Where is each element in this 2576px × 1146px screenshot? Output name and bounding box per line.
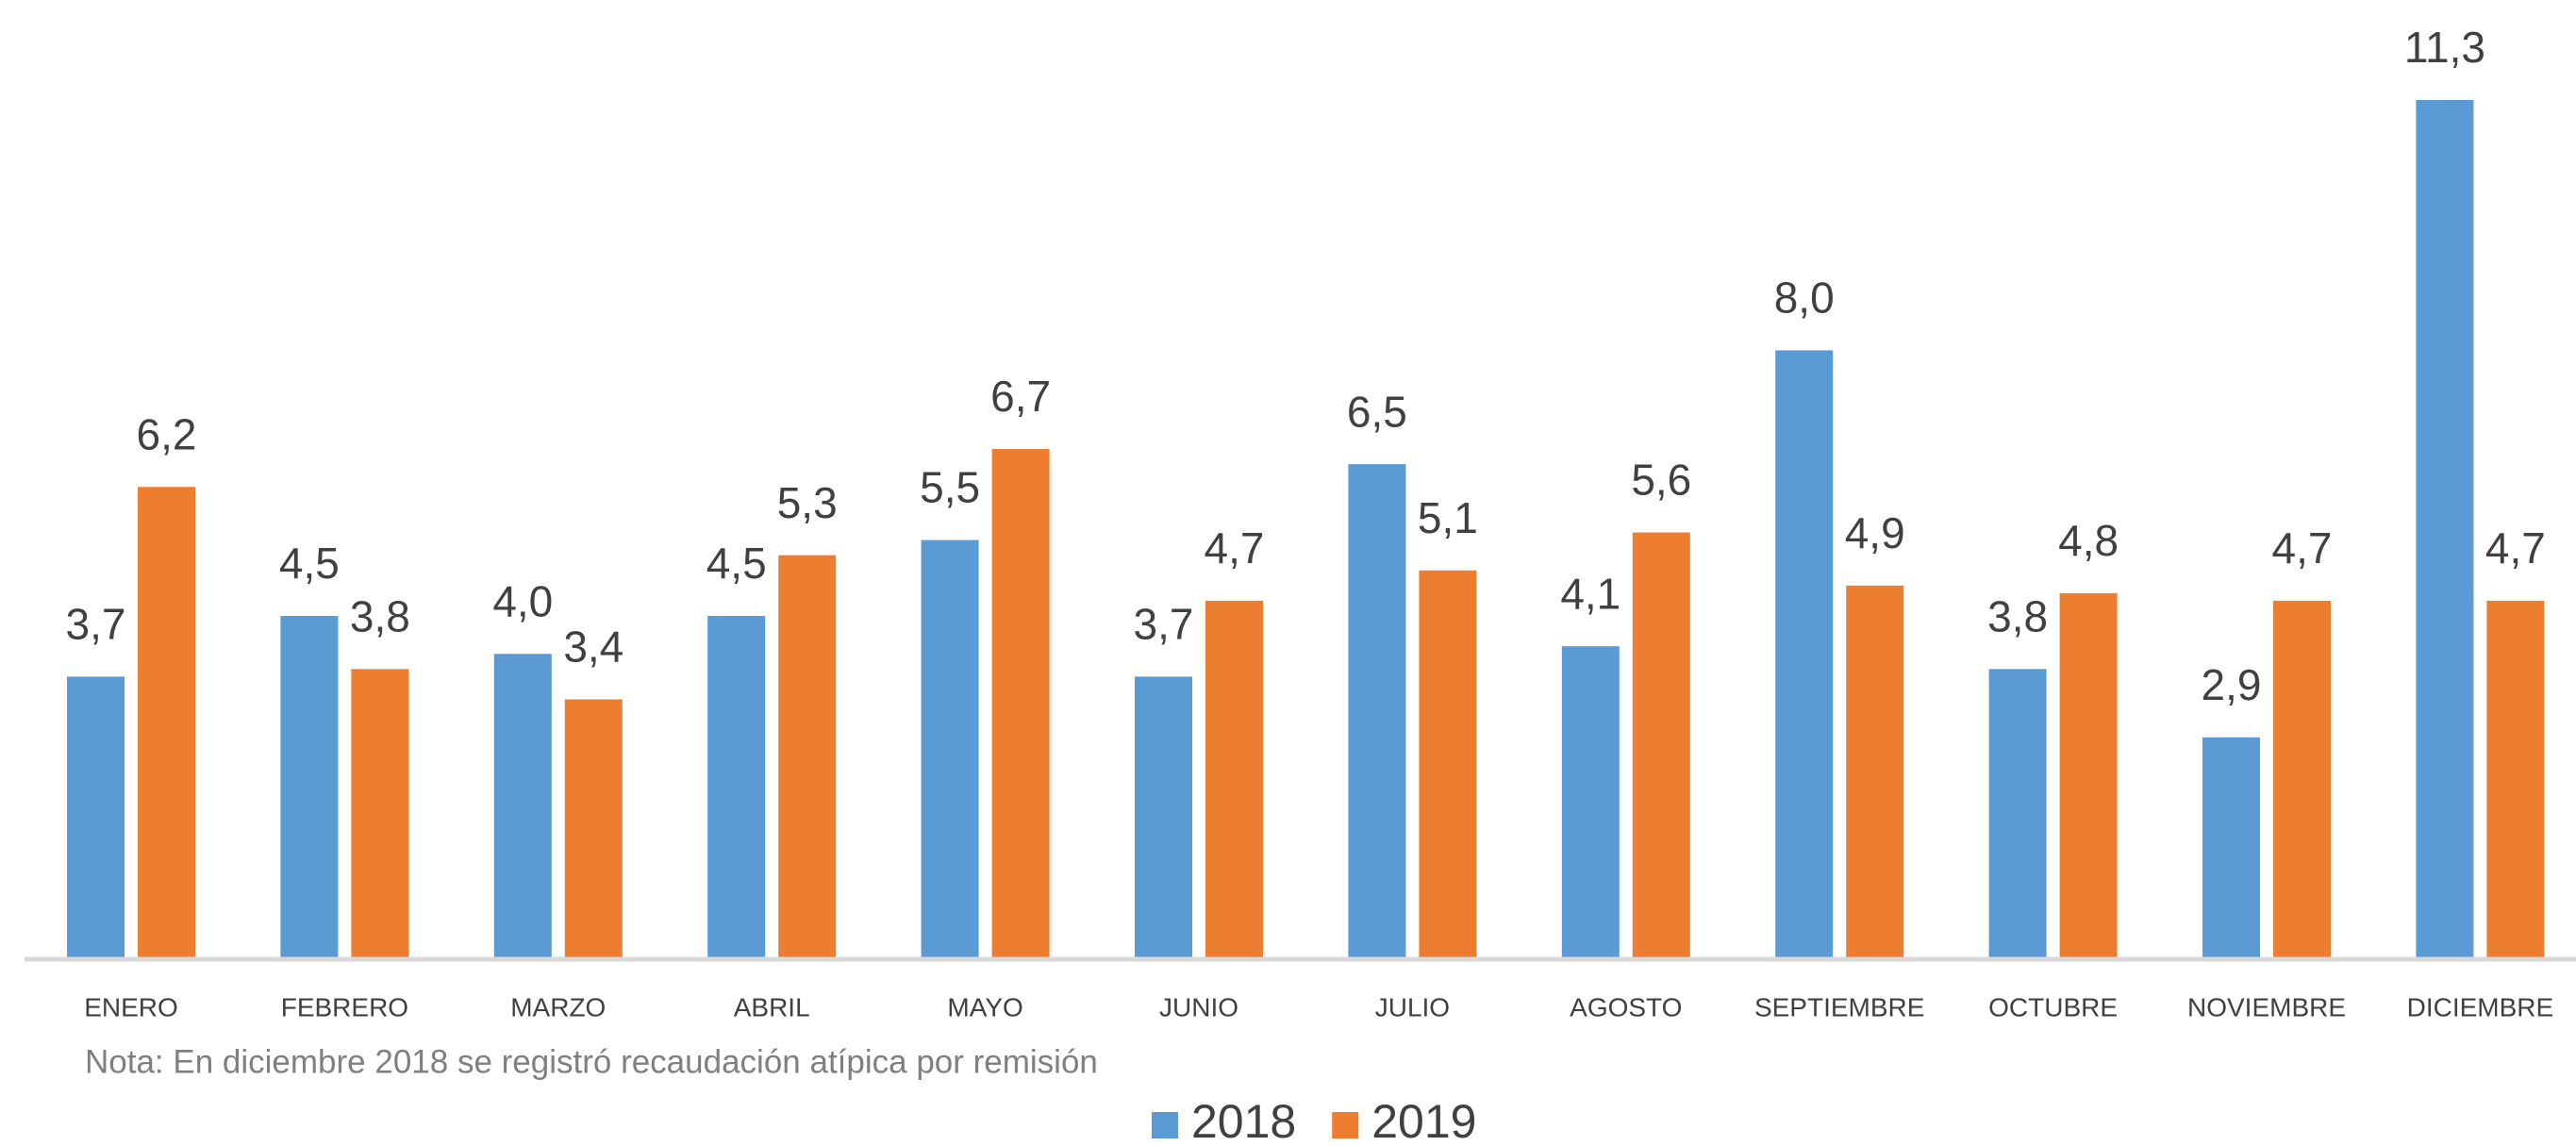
legend-label: 2018 [1191, 1095, 1296, 1146]
bar [921, 540, 979, 957]
x-tick-label: JUNIO [1159, 992, 1238, 1021]
bar [138, 487, 195, 957]
legend-swatch [1332, 1112, 1359, 1138]
bar [2486, 600, 2545, 957]
bar [1348, 464, 1406, 957]
data-label: 3,7 [1134, 600, 1194, 649]
data-label: 4,5 [279, 539, 340, 588]
data-label: 2,9 [2202, 660, 2262, 709]
data-label: 6,5 [1347, 387, 1407, 436]
x-tick-label: JULIO [1375, 992, 1450, 1021]
bar [2416, 100, 2474, 957]
x-tick-label: MARZO [510, 992, 606, 1021]
bar [280, 616, 339, 957]
data-label: 4,1 [1560, 569, 1620, 618]
legend-swatch [1152, 1112, 1178, 1138]
data-label: 5,3 [777, 478, 838, 527]
bar [2273, 600, 2331, 957]
bar [1632, 532, 1690, 957]
x-tick-label: MAYO [947, 992, 1022, 1021]
data-label: 3,8 [350, 591, 410, 640]
bar [564, 699, 623, 957]
x-tick-label: NOVIEMBRE [2187, 992, 2346, 1021]
bar [778, 555, 837, 957]
bar [351, 669, 409, 957]
x-tick-label: SEPTIEMBRE [1754, 992, 1924, 1021]
bar [1205, 600, 1263, 957]
bar [1135, 676, 1192, 957]
data-label: 5,5 [920, 463, 980, 512]
data-label: 3,8 [1987, 591, 2048, 640]
data-label: 5,6 [1631, 456, 1691, 505]
x-tick-label: OCTUBRE [1988, 992, 2118, 1021]
data-label: 4,7 [2272, 523, 2333, 573]
data-label: 4,7 [2485, 523, 2546, 573]
x-tick-label: DICIEMBRE [2407, 992, 2554, 1021]
bar [2202, 737, 2260, 957]
data-label: 3,4 [563, 623, 623, 672]
data-label: 4,0 [492, 576, 553, 625]
data-label: 4,7 [1205, 523, 1265, 573]
bar [1775, 350, 1834, 957]
data-label: 6,2 [137, 409, 197, 458]
bar [67, 676, 125, 957]
x-tick-label: FEBRERO [281, 992, 408, 1021]
data-label: 6,7 [990, 372, 1051, 421]
data-label: 4,8 [2058, 516, 2119, 565]
data-label: 4,9 [1845, 508, 1905, 557]
x-tick-label: ENERO [84, 992, 178, 1021]
legend-label: 2019 [1371, 1095, 1476, 1146]
bar [1846, 585, 1904, 957]
data-label: 4,5 [706, 539, 767, 588]
bar [1988, 669, 2047, 957]
bar [991, 449, 1050, 957]
bar [1419, 570, 1477, 957]
data-label: 3,7 [66, 600, 126, 649]
x-tick-label: AGOSTO [1570, 992, 1682, 1021]
x-tick-label: ABRIL [734, 992, 810, 1021]
data-label: 8,0 [1774, 274, 1835, 323]
bar [493, 654, 552, 957]
bar [1561, 646, 1620, 957]
bar [707, 616, 766, 957]
bar [2059, 592, 2118, 957]
data-label: 5,1 [1418, 493, 1478, 542]
data-label: 11,3 [2404, 23, 2485, 72]
annotation: Nota: En diciembre 2018 se registró reca… [85, 1043, 1098, 1080]
